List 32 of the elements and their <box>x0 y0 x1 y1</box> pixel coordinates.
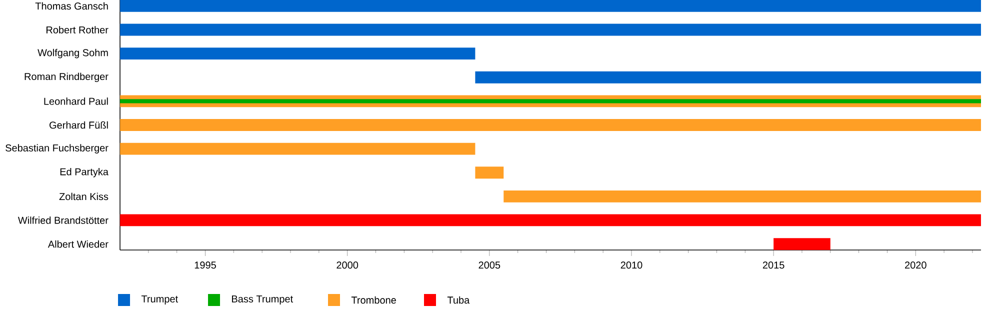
bar <box>120 99 981 104</box>
y-tick-label: Zoltan Kiss <box>59 192 108 200</box>
y-tick-label: Leonhard Paul <box>44 98 108 105</box>
bar <box>504 190 981 202</box>
x-tick-label: 2010 <box>620 262 642 269</box>
legend-label: Bass Trumpet <box>232 296 294 304</box>
bar <box>120 142 476 155</box>
x-tick-label: 2005 <box>478 262 500 269</box>
bar <box>120 119 981 131</box>
x-tick-label: 2015 <box>762 262 784 269</box>
y-tick-label: Ed Partyka <box>60 168 108 178</box>
x-tick-label: 2020 <box>905 262 926 269</box>
bar <box>774 238 830 250</box>
bar <box>120 214 981 226</box>
y-tick-label: Robert Rother <box>46 26 108 34</box>
bar <box>120 24 981 36</box>
y-tick-label: Gerhard Füßl <box>50 121 108 129</box>
y-tick-label: Thomas Gansch <box>35 2 108 10</box>
bar <box>120 0 981 12</box>
y-tick-label: Sebastian Fuchsberger <box>6 144 108 154</box>
y-tick-label: Roman Rindberger <box>24 72 108 82</box>
bar <box>475 71 981 84</box>
y-tick-label: Wolfgang Sohm <box>38 48 108 58</box>
y-tick-label: Wilfried Brandstötter <box>18 216 108 224</box>
x-tick-label: 1995 <box>194 262 216 269</box>
x-tick-label: 2000 <box>336 262 358 269</box>
legend-label: Tuba <box>447 296 470 304</box>
bar <box>475 166 504 179</box>
bar <box>120 48 476 60</box>
legend-label: Trombone <box>351 296 396 304</box>
legend-label: Trumpet <box>141 296 178 304</box>
y-tick-label: Albert Wieder <box>48 240 108 248</box>
